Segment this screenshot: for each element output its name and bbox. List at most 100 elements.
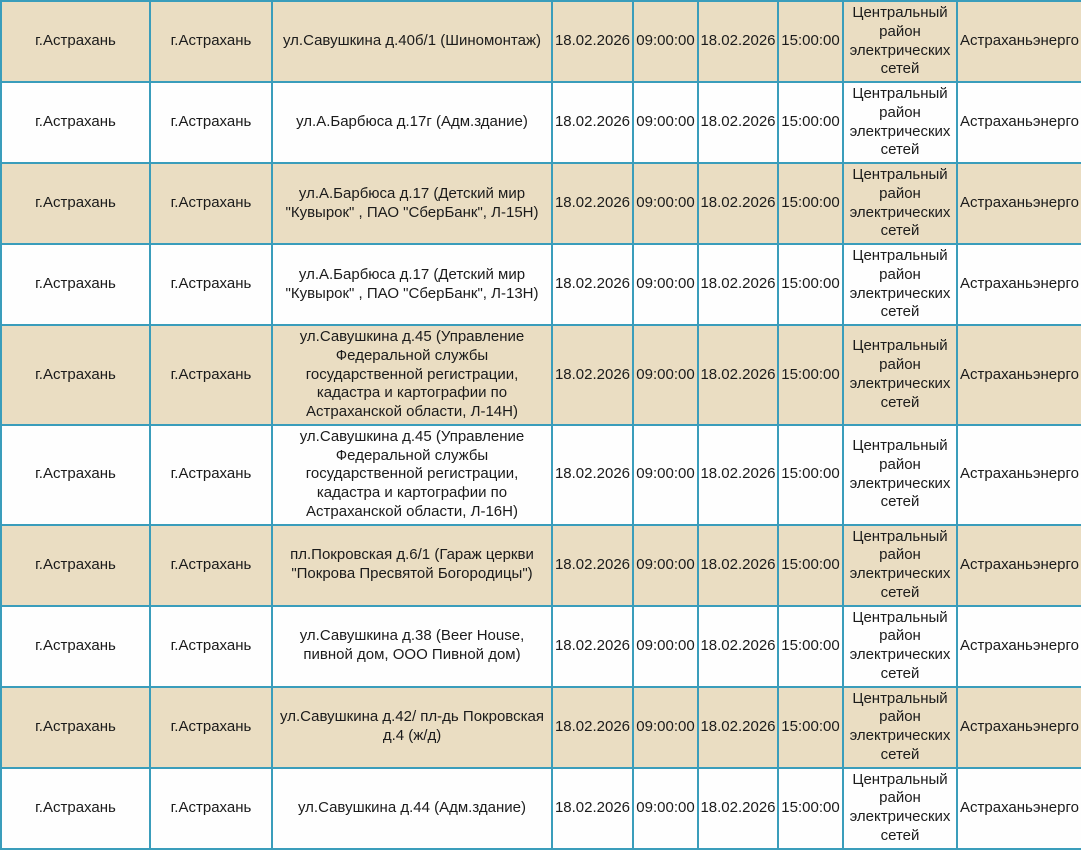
table-row: г.Астрахань г.Астрахань ул.А.Барбюса д.1…	[0, 162, 1081, 245]
start-time-cell: 09:00:00	[632, 324, 699, 426]
end-date-cell: 18.02.2026	[697, 423, 779, 526]
start-time-cell: 09:00:00	[632, 243, 699, 326]
address-cell: ул.Савушкина д.45 (Управление Федерально…	[271, 324, 553, 426]
locality-cell: г.Астрахань	[149, 523, 273, 607]
end-time-cell: 15:00:00	[777, 423, 844, 526]
start-time-cell: 09:00:00	[632, 81, 699, 164]
end-time-cell: 15:00:00	[777, 604, 844, 688]
company-cell: Астраханьэнерго	[956, 766, 1081, 850]
start-time-cell: 09:00:00	[632, 685, 699, 769]
city-cell: г.Астрахань	[0, 604, 151, 688]
city-cell: г.Астрахань	[0, 523, 151, 607]
end-date-cell: 18.02.2026	[697, 162, 779, 245]
address-cell: ул.Савушкина д.44 (Адм.здание)	[271, 766, 553, 850]
table-row: г.Астрахань г.Астрахань ул.Савушкина д.4…	[0, 423, 1081, 526]
start-time-cell: 09:00:00	[632, 766, 699, 850]
city-cell: г.Астрахань	[0, 243, 151, 326]
company-cell: Астраханьэнерго	[956, 423, 1081, 526]
company-cell: Астраханьэнерго	[956, 523, 1081, 607]
address-cell: ул.Савушкина д.40б/1 (Шиномонтаж)	[271, 0, 553, 83]
end-date-cell: 18.02.2026	[697, 766, 779, 850]
end-date-cell: 18.02.2026	[697, 324, 779, 426]
start-date-cell: 18.02.2026	[551, 324, 634, 426]
end-date-cell: 18.02.2026	[697, 243, 779, 326]
table-row: г.Астрахань г.Астрахань ул.А.Барбюса д.1…	[0, 243, 1081, 326]
start-date-cell: 18.02.2026	[551, 243, 634, 326]
table-row: г.Астрахань г.Астрахань ул.Савушкина д.4…	[0, 766, 1081, 850]
table-row: г.Астрахань г.Астрахань ул.Савушкина д.4…	[0, 685, 1081, 769]
table-row: г.Астрахань г.Астрахань ул.Савушкина д.3…	[0, 604, 1081, 688]
locality-cell: г.Астрахань	[149, 604, 273, 688]
locality-cell: г.Астрахань	[149, 0, 273, 83]
district-cell: Центральный район электрических сетей	[842, 604, 958, 688]
company-cell: Астраханьэнерго	[956, 324, 1081, 426]
company-cell: Астраханьэнерго	[956, 162, 1081, 245]
district-cell: Центральный район электрических сетей	[842, 243, 958, 326]
address-cell: ул.А.Барбюса д.17г (Адм.здание)	[271, 81, 553, 164]
start-date-cell: 18.02.2026	[551, 423, 634, 526]
locality-cell: г.Астрахань	[149, 162, 273, 245]
start-date-cell: 18.02.2026	[551, 523, 634, 607]
city-cell: г.Астрахань	[0, 685, 151, 769]
start-date-cell: 18.02.2026	[551, 766, 634, 850]
locality-cell: г.Астрахань	[149, 766, 273, 850]
locality-cell: г.Астрахань	[149, 685, 273, 769]
address-cell: ул.А.Барбюса д.17 (Детский мир "Кувырок"…	[271, 243, 553, 326]
end-date-cell: 18.02.2026	[697, 81, 779, 164]
end-date-cell: 18.02.2026	[697, 0, 779, 83]
table-row: г.Астрахань г.Астрахань ул.Савушкина д.4…	[0, 324, 1081, 426]
end-date-cell: 18.02.2026	[697, 685, 779, 769]
start-time-cell: 09:00:00	[632, 523, 699, 607]
company-cell: Астраханьэнерго	[956, 685, 1081, 769]
end-time-cell: 15:00:00	[777, 0, 844, 83]
end-time-cell: 15:00:00	[777, 243, 844, 326]
address-cell: ул.Савушкина д.45 (Управление Федерально…	[271, 423, 553, 526]
city-cell: г.Астрахань	[0, 766, 151, 850]
start-time-cell: 09:00:00	[632, 423, 699, 526]
end-time-cell: 15:00:00	[777, 766, 844, 850]
company-cell: Астраханьэнерго	[956, 0, 1081, 83]
end-time-cell: 15:00:00	[777, 162, 844, 245]
address-cell: пл.Покровская д.6/1 (Гараж церкви "Покро…	[271, 523, 553, 607]
locality-cell: г.Астрахань	[149, 81, 273, 164]
end-time-cell: 15:00:00	[777, 523, 844, 607]
city-cell: г.Астрахань	[0, 324, 151, 426]
district-cell: Центральный район электрических сетей	[842, 423, 958, 526]
company-cell: Астраханьэнерго	[956, 604, 1081, 688]
start-date-cell: 18.02.2026	[551, 604, 634, 688]
table-row: г.Астрахань г.Астрахань пл.Покровская д.…	[0, 523, 1081, 607]
end-time-cell: 15:00:00	[777, 81, 844, 164]
end-date-cell: 18.02.2026	[697, 523, 779, 607]
address-cell: ул.Савушкина д.38 (Beer House, пивной до…	[271, 604, 553, 688]
district-cell: Центральный район электрических сетей	[842, 162, 958, 245]
address-cell: ул.А.Барбюса д.17 (Детский мир "Кувырок"…	[271, 162, 553, 245]
locality-cell: г.Астрахань	[149, 423, 273, 526]
start-date-cell: 18.02.2026	[551, 81, 634, 164]
end-date-cell: 18.02.2026	[697, 604, 779, 688]
district-cell: Центральный район электрических сетей	[842, 685, 958, 769]
city-cell: г.Астрахань	[0, 423, 151, 526]
city-cell: г.Астрахань	[0, 0, 151, 83]
table-row: г.Астрахань г.Астрахань ул.А.Барбюса д.1…	[0, 81, 1081, 164]
address-cell: ул.Савушкина д.42/ пл-дь Покровская д.4 …	[271, 685, 553, 769]
start-time-cell: 09:00:00	[632, 162, 699, 245]
start-date-cell: 18.02.2026	[551, 0, 634, 83]
locality-cell: г.Астрахань	[149, 324, 273, 426]
start-time-cell: 09:00:00	[632, 0, 699, 83]
district-cell: Центральный район электрических сетей	[842, 766, 958, 850]
start-date-cell: 18.02.2026	[551, 685, 634, 769]
table-row: г.Астрахань г.Астрахань ул.Савушкина д.4…	[0, 0, 1081, 83]
company-cell: Астраханьэнерго	[956, 81, 1081, 164]
city-cell: г.Астрахань	[0, 81, 151, 164]
city-cell: г.Астрахань	[0, 162, 151, 245]
district-cell: Центральный район электрических сетей	[842, 0, 958, 83]
start-date-cell: 18.02.2026	[551, 162, 634, 245]
end-time-cell: 15:00:00	[777, 685, 844, 769]
company-cell: Астраханьэнерго	[956, 243, 1081, 326]
district-cell: Центральный район электрических сетей	[842, 523, 958, 607]
district-cell: Центральный район электрических сетей	[842, 324, 958, 426]
end-time-cell: 15:00:00	[777, 324, 844, 426]
start-time-cell: 09:00:00	[632, 604, 699, 688]
district-cell: Центральный район электрических сетей	[842, 81, 958, 164]
